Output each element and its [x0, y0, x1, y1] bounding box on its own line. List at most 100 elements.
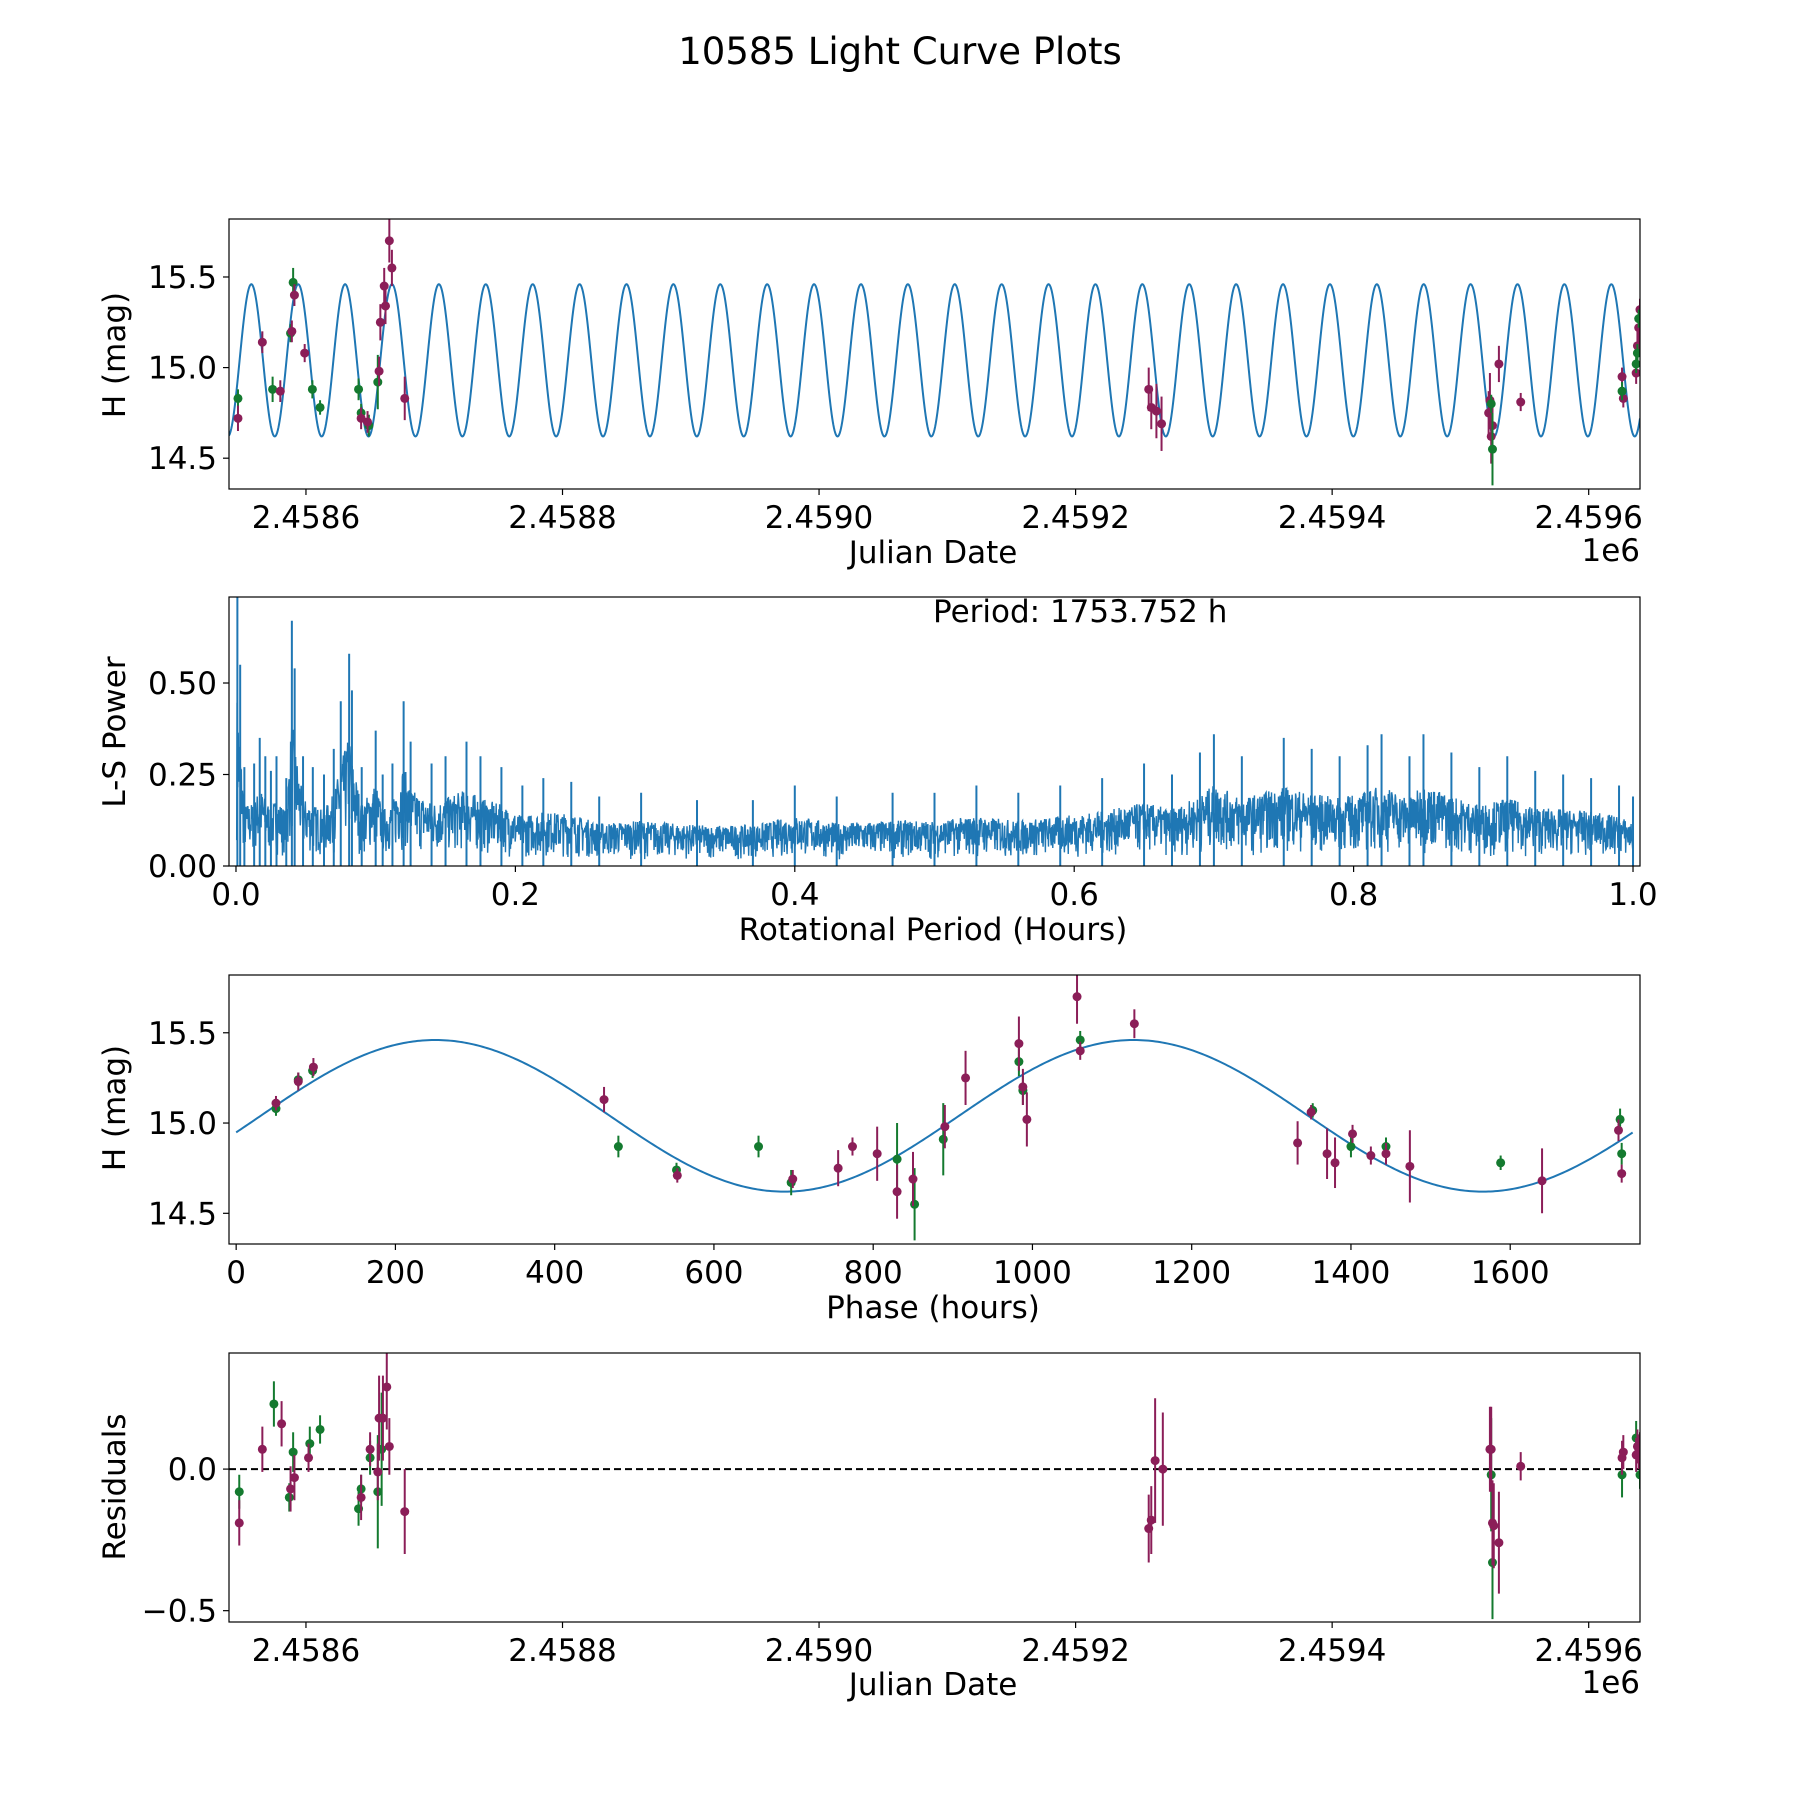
lightcurve-xtick-label: 2.4586	[252, 500, 360, 536]
lightcurve-ytick-label: 15.5	[148, 260, 217, 296]
phased-ytick-label: 14.5	[148, 1196, 217, 1232]
phased-xtick-label: 200	[366, 1255, 425, 1291]
residuals-point-g	[234, 1487, 244, 1497]
lightcurve-xtick-label: 2.4596	[1534, 500, 1642, 536]
lightcurve-point-o	[1157, 419, 1167, 429]
residuals-point-o	[382, 1382, 392, 1392]
lightcurve-ytick-label: 14.5	[148, 441, 217, 477]
periodogram-xtick-label: 0.8	[1329, 877, 1378, 913]
periodogram-ytick-label: 0.25	[148, 758, 217, 794]
periodogram-xtick-label: 0.0	[211, 877, 260, 913]
lightcurve-point-g	[233, 393, 243, 403]
phased-point-o	[1072, 992, 1082, 1002]
lightcurve-xtick-label: 2.4590	[765, 500, 873, 536]
phased-ylabel: H (mag)	[97, 1045, 133, 1171]
residuals-point-o	[304, 1453, 314, 1463]
residuals-point-o	[365, 1444, 375, 1454]
residuals-point-o	[257, 1444, 267, 1454]
phased-point-o	[1018, 1082, 1028, 1092]
phased-xtick-label: 0	[226, 1255, 246, 1291]
residuals-point-o	[384, 1441, 394, 1451]
periodogram-xtick-label: 1.0	[1608, 877, 1657, 913]
residuals-point-o	[400, 1507, 410, 1517]
phased-point-o	[1293, 1138, 1303, 1148]
residuals-point-o	[286, 1484, 296, 1494]
lightcurve-point-g2	[1634, 314, 1640, 324]
phased-ytick-label: 15.5	[148, 1016, 217, 1052]
phased-point-o	[1330, 1158, 1340, 1168]
residuals-point-o	[373, 1467, 383, 1477]
lightcurve-points	[233, 219, 1640, 486]
residuals-point-o	[1635, 1444, 1640, 1454]
phased-point-o	[1022, 1114, 1032, 1124]
period-annotation: Period: 1753.752 h	[933, 594, 1227, 630]
residuals-point-o	[1150, 1456, 1160, 1466]
phased-xtick-label: 1600	[1471, 1255, 1550, 1291]
residuals-xtick-label: 2.4586	[252, 1633, 360, 1669]
phased-point-g	[1617, 1149, 1627, 1159]
periodogram-axes: 0.0 0.2 0.4 0.6 0.8 1.0 0.00 0.25 0.50	[148, 666, 1658, 913]
residuals-point-o	[356, 1492, 366, 1502]
lightcurve-frame	[228, 218, 1641, 490]
phased-point-o	[908, 1174, 918, 1184]
lightcurve-point-o	[387, 263, 397, 273]
lightcurve-point-o	[375, 317, 385, 327]
lightcurve-point-g	[288, 277, 298, 287]
lightcurve-xtick-label: 2.4594	[1278, 500, 1386, 536]
periodogram-ytick-label: 0.00	[148, 849, 217, 885]
residuals-point-g	[288, 1447, 298, 1457]
lightcurve-point-g2	[1632, 348, 1640, 358]
periodogram-xtick-label: 0.2	[491, 877, 540, 913]
phased-point-o	[1075, 1046, 1085, 1056]
phased-xtick-label: 800	[844, 1255, 903, 1291]
lightcurve-point-g	[268, 384, 278, 394]
periodogram-frame	[228, 596, 1641, 867]
lightcurve-point-g	[373, 377, 383, 387]
phased-xtick-label: 400	[525, 1255, 584, 1291]
lightcurve-point-g2	[1631, 359, 1640, 369]
lightcurve-point-g	[315, 402, 325, 412]
residuals-point-g	[284, 1492, 294, 1502]
residuals-ylabel: Residuals	[97, 1413, 133, 1560]
phased-point-o	[961, 1073, 971, 1083]
residuals-xtick-label: 2.4592	[1021, 1633, 1129, 1669]
residuals-point-g	[1635, 1470, 1640, 1480]
lightcurve-point-o	[380, 301, 390, 311]
residuals-panel: Residuals Julian Date 1e6	[97, 1413, 1640, 1703]
phased-point-o	[1348, 1129, 1358, 1139]
residuals-xtick-label: 2.4594	[1278, 1633, 1386, 1669]
phased-xtick-label: 600	[684, 1255, 743, 1291]
residuals-xtick-label: 2.4596	[1534, 1633, 1642, 1669]
residuals-point-o	[1494, 1538, 1504, 1548]
phased-point-o	[1129, 1019, 1139, 1029]
phased-point-g	[613, 1142, 623, 1152]
lightcurve-point-o	[300, 348, 310, 358]
phased-point-o	[788, 1174, 798, 1184]
phased-point-g	[754, 1142, 764, 1152]
lightcurve-point-o	[1516, 397, 1526, 407]
lightcurve-point-o	[379, 281, 389, 291]
phased-point-g	[910, 1199, 920, 1209]
lightcurve-point-o	[257, 337, 267, 347]
residuals-point-o	[1618, 1447, 1628, 1457]
lightcurve-point-g2	[1486, 399, 1496, 409]
lightcurve-point-o	[287, 326, 297, 336]
residuals-point-o	[1158, 1464, 1168, 1474]
residuals-xlabel: Julian Date	[847, 1667, 1018, 1703]
phased-ytick-label: 15.0	[148, 1106, 217, 1142]
phased-point-o	[833, 1163, 843, 1173]
lightcurve-xtick-label: 2.4588	[508, 500, 616, 536]
residuals-ytick-label: 0.0	[168, 1452, 217, 1488]
lightcurve-offset-label: 1e6	[1581, 533, 1640, 569]
phased-point-g	[938, 1134, 948, 1144]
residuals-axes: 2.4586 2.4588 2.4590 2.4592 2.4594 2.4596 −0.5…	[142, 1452, 1643, 1669]
lightcurve-point-o	[374, 366, 384, 376]
phased-point-o	[1014, 1039, 1024, 1049]
residuals-point-o	[234, 1518, 244, 1528]
residuals-point-o	[1486, 1444, 1496, 1454]
phased-point-o	[672, 1170, 682, 1180]
phased-axes: 0 200 400 600 800 1000 1200 1400 1600 14.5 15.0 15.…	[148, 1016, 1550, 1291]
lightcurve-point-o	[275, 386, 285, 396]
residuals-frame	[228, 1352, 1641, 1623]
periodogram-ytick-label: 0.50	[148, 666, 217, 702]
